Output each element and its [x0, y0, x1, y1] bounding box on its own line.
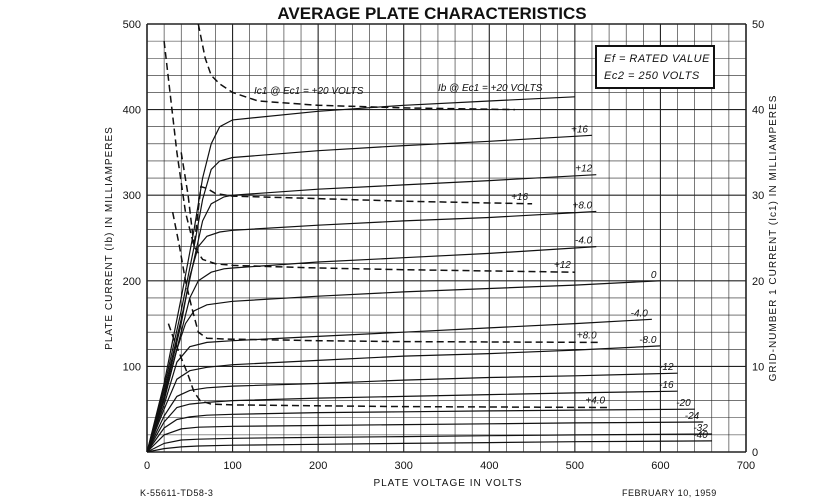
legend-box-frame: [595, 45, 715, 89]
y2-tick-label: 0: [752, 447, 758, 459]
chart-title: AVERAGE PLATE CHARACTERISTICS: [277, 4, 586, 23]
grid-curve-label: +4.0: [585, 395, 605, 406]
plate-current-curve: [146, 408, 695, 453]
plot-grid: [146, 23, 747, 453]
plate-curve-label: +12: [575, 164, 592, 175]
y2-axis-label: GRID-NUMBER 1 CURRENT (Ic1) IN MILLIAMPE…: [768, 95, 779, 382]
plate-curve-label: +16: [571, 124, 588, 135]
footer-date: FEBRUARY 10, 1959: [622, 488, 717, 498]
plate-curve-label: -20: [676, 398, 691, 409]
plate-curve-label: -8.0: [639, 335, 657, 346]
y2-tick-label: 20: [752, 276, 764, 288]
x-tick-label: 400: [480, 460, 498, 472]
x-tick-label: 100: [223, 460, 241, 472]
plate-curve-label: -12: [659, 362, 674, 373]
plate-current-curve: [146, 440, 712, 453]
plate-current-curve: [146, 390, 678, 453]
x-tick-label: 600: [651, 460, 669, 472]
y2-tick-label: 30: [752, 190, 764, 202]
plate-current-curve: [146, 421, 704, 453]
plate-current-curve: [146, 372, 678, 453]
grid-curve-label: +8.0: [577, 330, 597, 341]
x-tick-label: 200: [309, 460, 327, 472]
y-tick-label: 300: [123, 190, 141, 202]
plate-curve-label: -4.0: [631, 308, 649, 319]
y-tick-label: 200: [123, 276, 141, 288]
y-tick-label: 100: [123, 361, 141, 373]
plate-curve-label: -4.0: [575, 236, 593, 247]
y-tick-label: 500: [123, 19, 141, 31]
legend-line-1: Ef = RATED VALUE: [604, 53, 710, 65]
y2-tick-label: 40: [752, 105, 764, 117]
grid-current-curve: [180, 152, 533, 247]
plate-curve-label: -16: [659, 380, 674, 391]
plate-current-curve: [146, 318, 652, 453]
plate-current-curve: [146, 174, 597, 453]
legend-line-2: Ec2 = 250 VOLTS: [604, 70, 700, 82]
label-layer: 0 100 200 300 400 500 600 700100200300400500010…: [123, 19, 765, 472]
x-tick-label: 500: [566, 460, 584, 472]
curve-annotation: Ic1 @ Ec1 = +20 VOLTS: [254, 86, 364, 97]
x-tick-label: 300: [395, 460, 413, 472]
plate-curve-label: -32: [693, 423, 708, 434]
plate-curve-label: -40: [693, 430, 708, 441]
curve-layer: [146, 23, 712, 453]
grid-curve-label: +12: [554, 260, 571, 271]
plate-current-curve: [146, 345, 661, 453]
plate-current-curve: [146, 280, 661, 453]
plate-current-curve: [146, 96, 575, 453]
plate-current-curve: [146, 433, 712, 453]
plate-curve-label: 0: [651, 270, 657, 281]
y-axis-label: PLATE CURRENT (Ib) IN MILLIAMPERES: [104, 126, 115, 350]
legend-box: Ef = RATED VALUE Ec2 = 250 VOLTS: [595, 45, 715, 89]
plate-current-curve: [146, 134, 593, 453]
grid-current-curve: [171, 212, 601, 344]
plate-curve-label: +8.0: [573, 200, 593, 211]
grid-current-curve: [167, 323, 610, 409]
x-tick-label: 700: [737, 460, 755, 472]
plate-current-curve: [146, 210, 597, 453]
x-axis-label: PLATE VOLTAGE IN VOLTS: [373, 478, 522, 489]
grid-current-curve: [197, 23, 516, 111]
y2-tick-label: 50: [752, 19, 764, 31]
plate-curve-label: -24: [685, 411, 700, 422]
footer-code: K-55611-TD58-3: [140, 488, 213, 498]
y-tick-label: 400: [123, 105, 141, 117]
y2-tick-label: 10: [752, 361, 764, 373]
curve-annotation: Ib @ Ec1 = +20 VOLTS: [438, 83, 543, 94]
x-tick-label: 0: [144, 460, 150, 472]
grid-curve-label: +16: [511, 192, 528, 203]
